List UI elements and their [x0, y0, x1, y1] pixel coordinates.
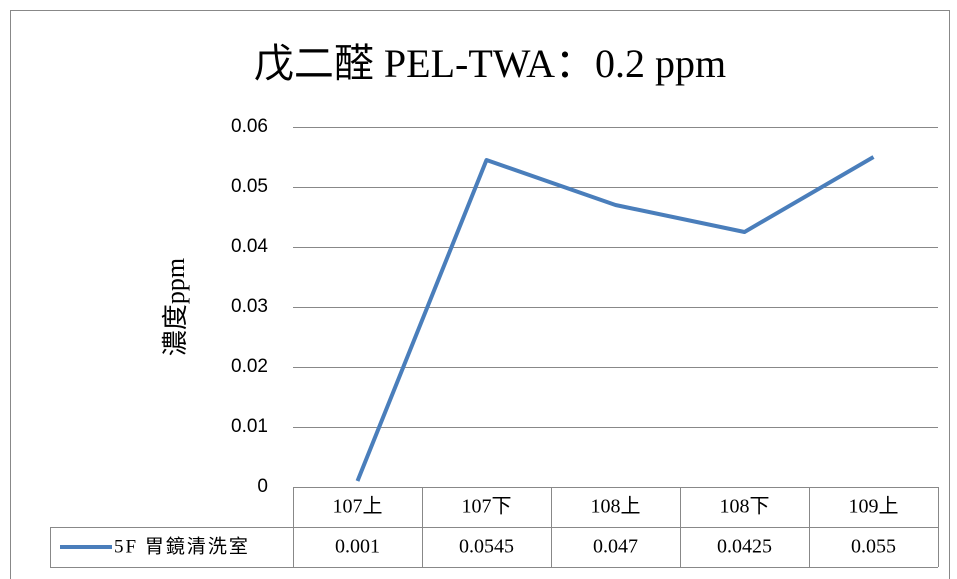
legend-label: 5F 胃鏡清洗室 — [114, 535, 250, 557]
x-tick-label: 108上 — [591, 495, 641, 518]
chart-title: 戊二醛 PEL-TWA：0.2 ppm — [254, 41, 726, 86]
series-line — [355, 155, 875, 482]
y-tick-label: 0.02 — [231, 356, 268, 377]
table-value: 0.0545 — [459, 536, 514, 558]
y-tick-label: 0.01 — [231, 416, 268, 437]
chart-border — [10, 10, 950, 579]
x-tick-label: 107下 — [462, 496, 512, 518]
table-value: 0.0425 — [717, 536, 772, 558]
y-tick-label: 0.03 — [231, 296, 268, 317]
y-tick-label: 0 — [257, 476, 268, 497]
y-axis-label: 濃度ppm — [161, 258, 190, 356]
y-tick-label: 0.04 — [231, 236, 268, 257]
y-tick-label: 0.05 — [231, 176, 268, 197]
table-value: 0.047 — [593, 536, 638, 558]
y-tick-label: 0.06 — [231, 116, 268, 137]
x-tick-label: 109上 — [849, 495, 899, 518]
x-tick-label: 108下 — [720, 496, 770, 518]
table-value: 0.001 — [335, 536, 380, 558]
table-value: 0.055 — [851, 536, 896, 558]
x-tick-label: 107上 — [333, 495, 383, 518]
